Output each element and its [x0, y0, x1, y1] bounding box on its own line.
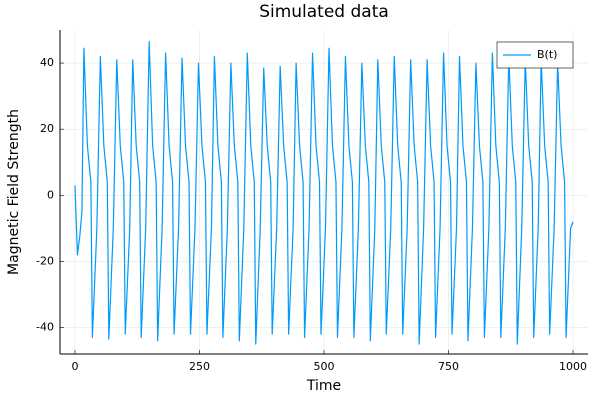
x-tick-label: 750 — [438, 360, 459, 373]
y-tick-label: -40 — [36, 321, 54, 334]
y-tick-label: 0 — [47, 188, 54, 201]
x-tick-label: 250 — [189, 360, 210, 373]
y-tick-label: 20 — [40, 122, 54, 135]
x-tick-label: 1000 — [559, 360, 587, 373]
x-axis-label: Time — [306, 378, 341, 394]
y-axis-label: Magnetic Field Strength — [6, 109, 22, 275]
chart-title: Simulated data — [259, 2, 389, 22]
x-tick-label: 0 — [71, 360, 78, 373]
y-tick-label: -20 — [36, 254, 54, 267]
y-tick-label: 40 — [40, 56, 54, 69]
data-line — [74, 40, 574, 345]
legend-label: B(t) — [537, 48, 557, 61]
x-tick-label: 500 — [314, 360, 335, 373]
